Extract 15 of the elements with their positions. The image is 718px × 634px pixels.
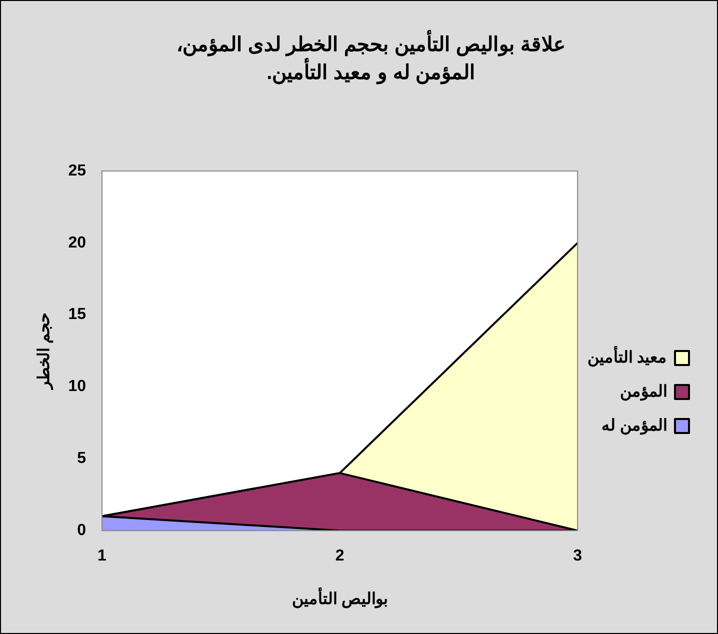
x-tick-label: 3 (573, 548, 582, 565)
x-axis-title: بواليص التأمين (292, 586, 388, 609)
y-tick-label: 15 (68, 306, 86, 324)
y-tick-label: 20 (68, 234, 86, 252)
x-tick-label: 2 (335, 548, 344, 565)
y-tick-label: 0 (77, 522, 86, 540)
y-tick-label: 5 (77, 450, 86, 468)
legend-label: المؤمن له (602, 417, 667, 436)
legend-label: معيد التأمين (588, 344, 667, 368)
y-tick-label: 10 (68, 378, 86, 396)
legend-label: المؤمن (620, 383, 667, 402)
y-tick-label: 25 (68, 162, 86, 180)
x-tick-label: 1 (98, 548, 107, 565)
y-axis-title: حجم الخطر (36, 312, 54, 390)
chart-title: علاقة بواليص التأمين بحجم الخطر لدى المؤمن، المؤمن له و معيد التأمين. (175, 31, 567, 86)
